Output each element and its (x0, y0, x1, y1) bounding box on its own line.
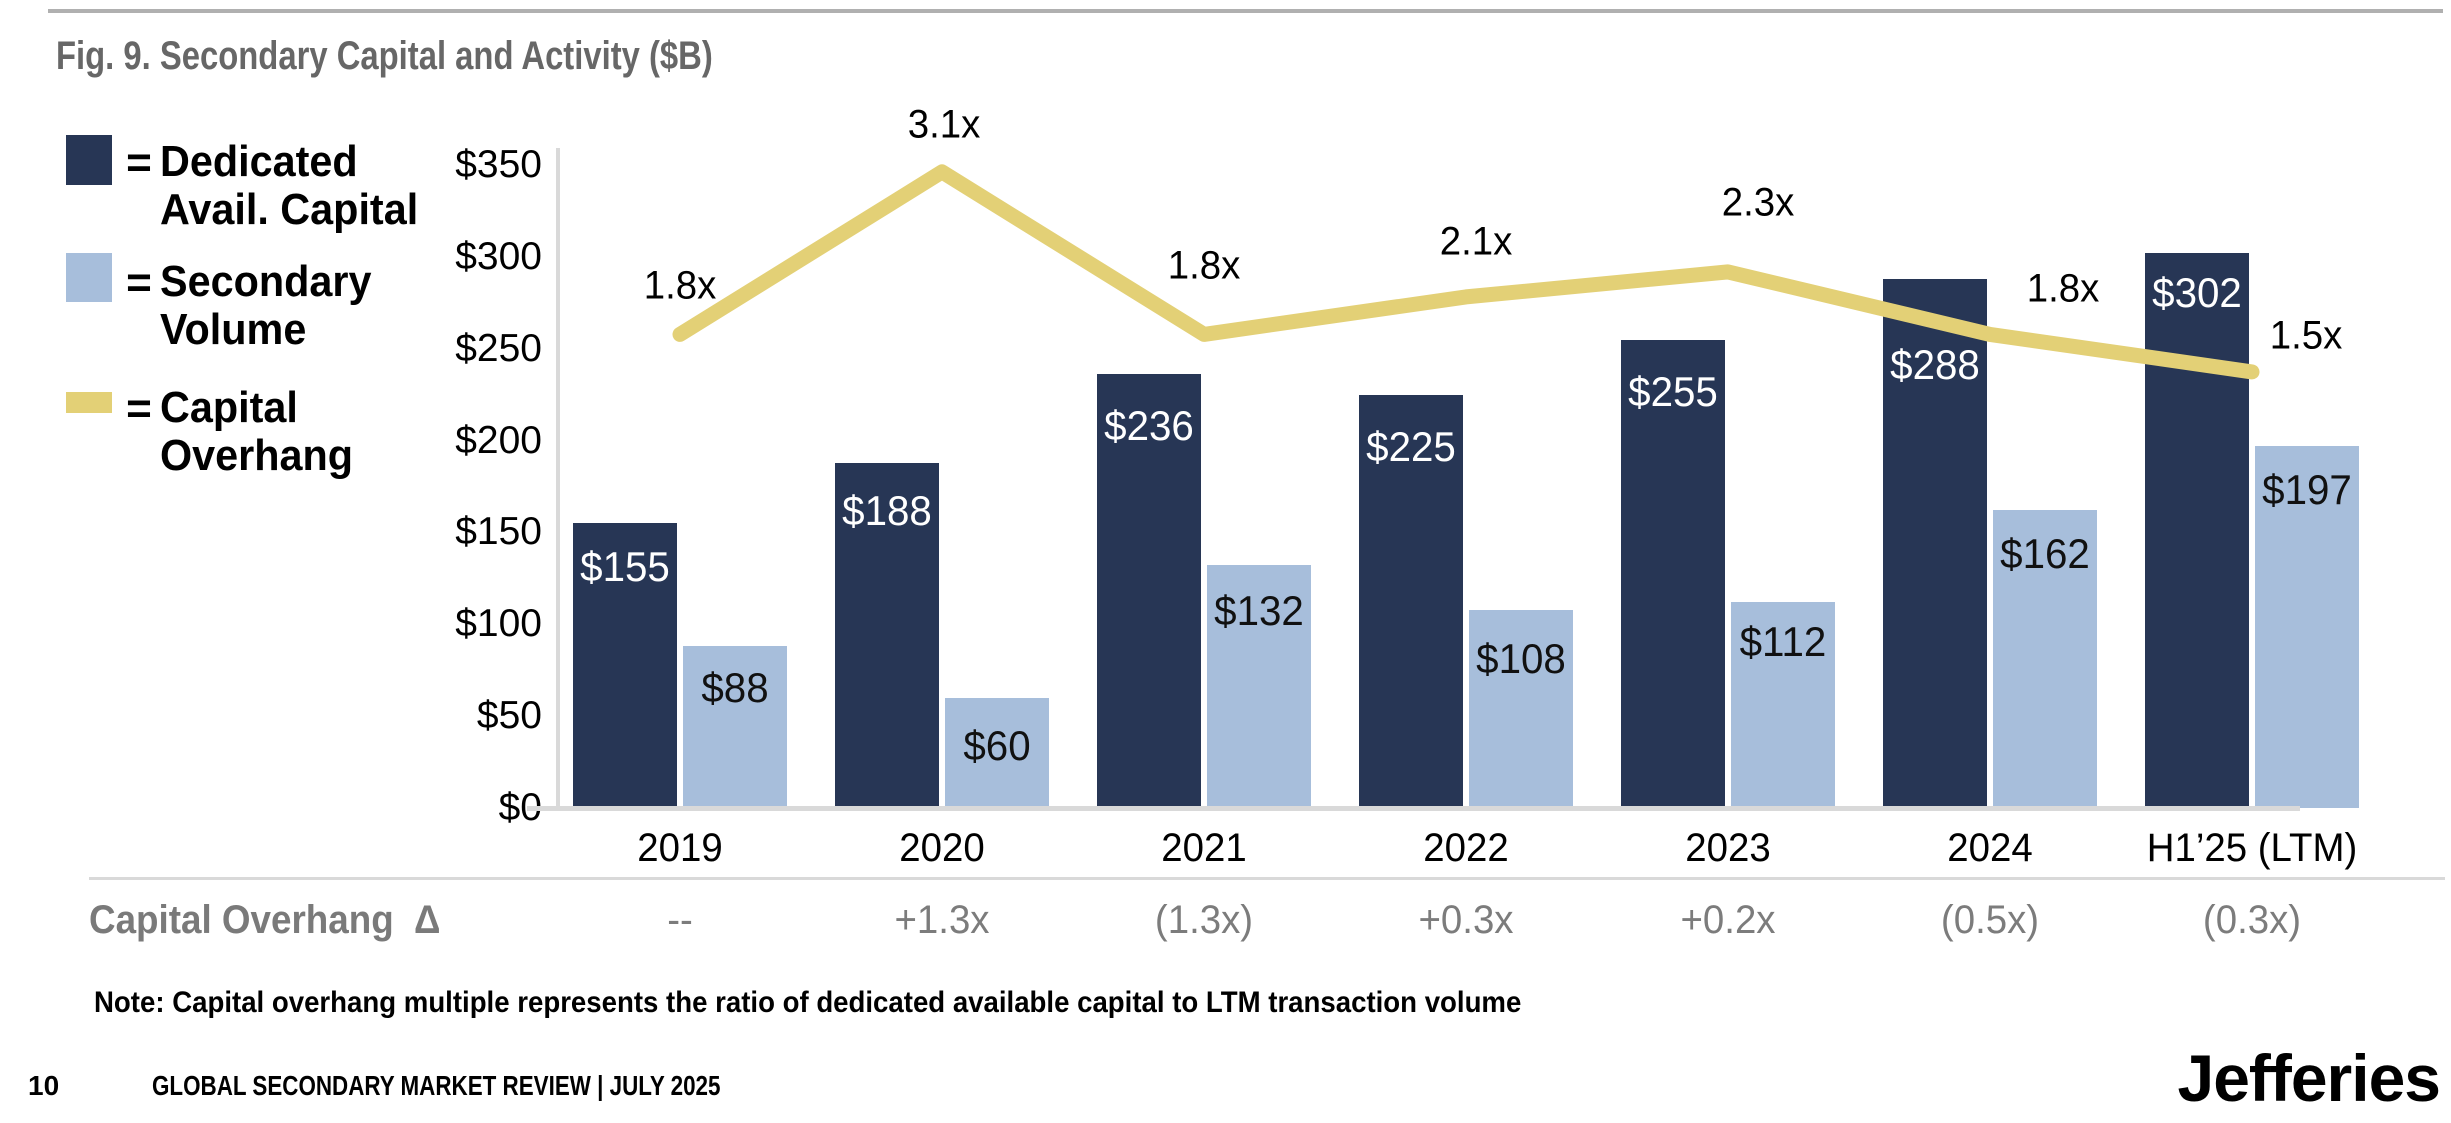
dedicated-capital-swatch-icon (66, 135, 112, 185)
overhang-multiple-2020: 3.1x (907, 102, 981, 147)
y-tick-350: $350 (455, 143, 542, 186)
x-label-2022: 2022 (1423, 826, 1509, 870)
bar-value-secondary-2024: $162 (2000, 530, 2090, 578)
x-label-2020: 2020 (899, 826, 985, 870)
y-tick-250: $250 (455, 326, 542, 370)
bar-value-secondary-2019: $88 (701, 664, 769, 712)
bar-dedicated-2022 (1359, 394, 1463, 808)
page-number: 10 (28, 1070, 60, 1101)
bar-value-secondary-2022: $108 (1476, 634, 1566, 682)
bar-dedicated-2021 (1097, 374, 1201, 808)
bar-value-secondary-2023: $112 (1739, 618, 1827, 666)
bar-secondary-2021 (1207, 565, 1311, 808)
overhang-multiple-2023: 2.3x (1721, 180, 1795, 225)
overhang-multiple-H1’25 (LTM): 1.5x (2269, 313, 2343, 358)
bar-dedicated-2023 (1621, 339, 1725, 808)
bar-value-dedicated-H1’25 (LTM): $302 (2152, 269, 2242, 317)
x-label-2024: 2024 (1947, 826, 2033, 870)
bar-value-secondary-H1’25 (LTM): $197 (2262, 466, 2352, 514)
overhang-multiple-2022: 2.1x (1439, 219, 1513, 264)
bar-secondary-2020 (945, 697, 1049, 808)
delta-row-label: Capital Overhang Δ (89, 898, 441, 942)
bar-dedicated-H1’25 (LTM) (2145, 253, 2249, 808)
delta-value-H1’25 (LTM): (0.3x) (2202, 898, 2302, 942)
delta-value-2020: +1.3x (894, 898, 990, 942)
bar-dedicated-2024 (1883, 278, 1987, 808)
y-tick-50: $50 (476, 694, 542, 738)
bar-value-dedicated-2023: $255 (1628, 367, 1718, 415)
legend-equals: = (126, 258, 152, 307)
bar-secondary-2024 (1993, 510, 2097, 808)
bar-dedicated-2019 (573, 523, 677, 808)
y-tick-100: $100 (455, 602, 542, 646)
delta-symbol: Δ (413, 898, 441, 942)
overhang-multiple-2024: 1.8x (2026, 266, 2100, 311)
overhang-multiple-2019: 1.8x (643, 263, 717, 308)
bar-secondary-2023 (1731, 602, 1835, 808)
footnote: Note: Capital overhang multiple represen… (94, 986, 1522, 1019)
bar-value-dedicated-2020: $188 (842, 486, 932, 534)
x-label-2023: 2023 (1685, 826, 1771, 870)
legend-equals: = (126, 384, 152, 433)
capital-overhang-swatch-icon (66, 392, 112, 413)
bar-secondary-H1’25 (LTM) (2255, 446, 2359, 808)
secondary-volume-swatch-icon (66, 253, 112, 302)
x-label-H1’25 (LTM): H1’25 (LTM) (2146, 826, 2358, 870)
overhang-multiple-2021: 1.8x (1167, 243, 1241, 288)
delta-value-2024: (0.5x) (1940, 898, 2040, 942)
bar-secondary-2022 (1469, 609, 1573, 808)
footer-title: GLOBAL SECONDARY MARKET REVIEW | JULY 20… (152, 1070, 721, 1101)
bar-dedicated-2020 (835, 462, 939, 808)
bar-secondary-2019 (683, 646, 787, 808)
bar-value-dedicated-2022: $225 (1366, 422, 1456, 470)
y-tick-300: $300 (455, 234, 542, 278)
capital-overhang-polyline (672, 164, 2260, 380)
legend-equals: = (126, 138, 152, 187)
bar-value-dedicated-2024: $288 (1890, 340, 1980, 388)
top-divider (48, 9, 2443, 13)
x-label-2019: 2019 (637, 826, 723, 870)
legend-label-dedicated-capital: Dedicated Avail. Capital (160, 137, 419, 234)
y-tick-150: $150 (455, 510, 542, 554)
x-label-2021: 2021 (1161, 826, 1247, 870)
jefferies-logo: Jefferies (2177, 1041, 2441, 1115)
delta-value-2022: +0.3x (1418, 898, 1514, 942)
y-axis-line (556, 148, 560, 810)
bar-value-secondary-2021: $132 (1214, 587, 1304, 635)
legend-label-secondary-volume: Secondary Volume (160, 257, 372, 354)
delta-value-2021: (1.3x) (1154, 898, 1254, 942)
bar-value-secondary-2020: $60 (963, 721, 1031, 769)
legend-label-capital-overhang: Capital Overhang (160, 383, 354, 480)
delta-value-2019: -- (667, 898, 693, 942)
delta-value-2023: +0.2x (1680, 898, 1776, 942)
x-axis-baseline (527, 806, 2300, 811)
y-tick-200: $200 (455, 418, 542, 462)
figure-title: Fig. 9. Secondary Capital and Activity (… (56, 34, 713, 78)
delta-row-divider (89, 877, 2445, 880)
bar-value-dedicated-2019: $155 (580, 543, 670, 591)
bar-value-dedicated-2021: $236 (1104, 402, 1194, 450)
